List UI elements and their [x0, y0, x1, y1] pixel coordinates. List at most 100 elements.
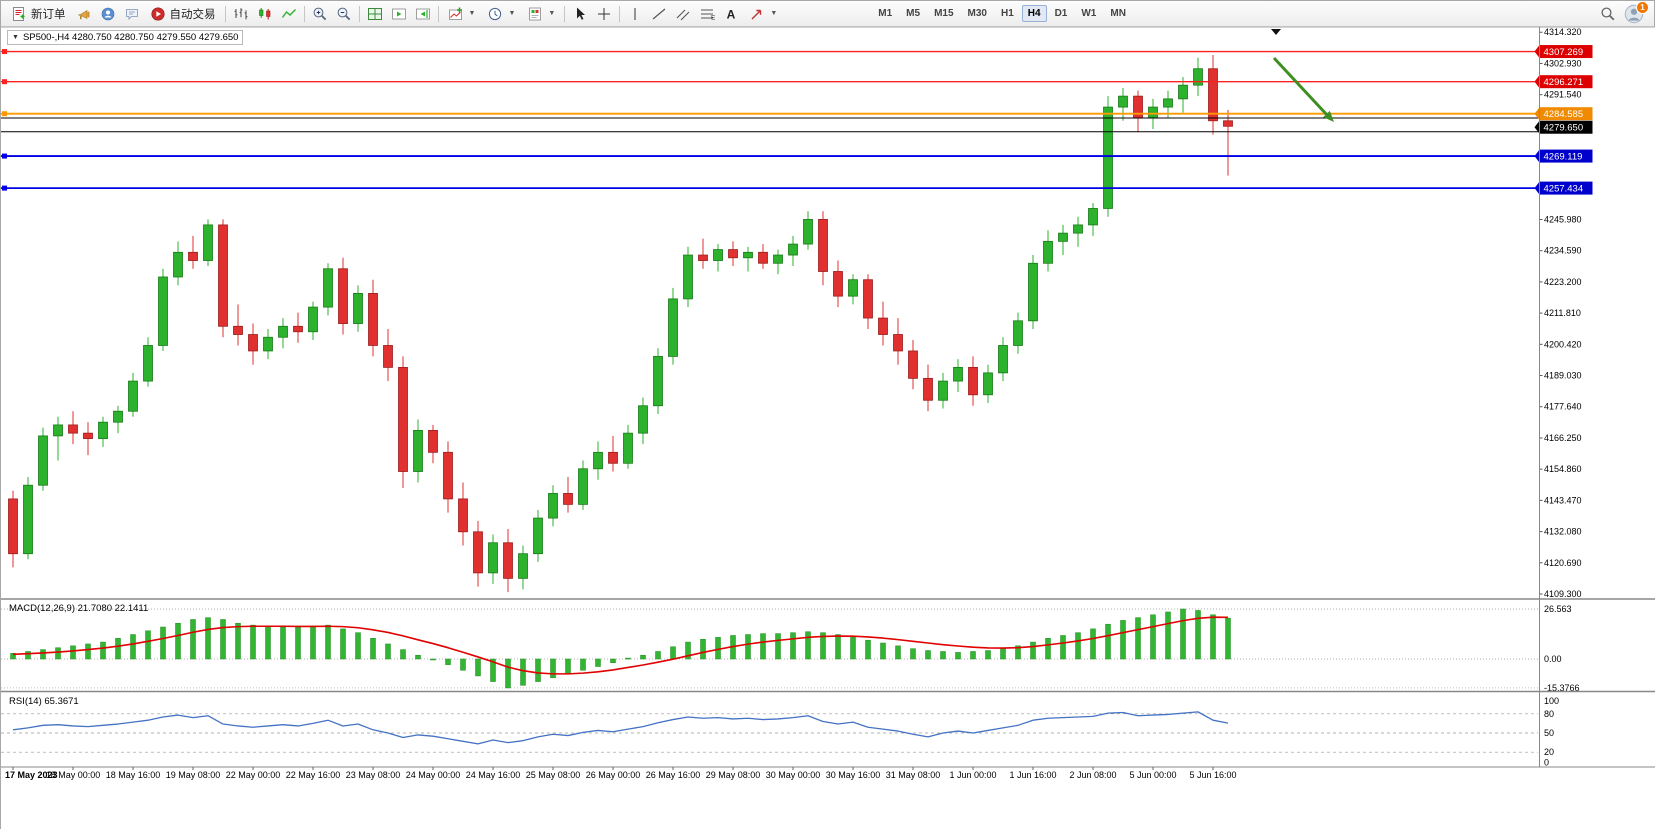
- svg-text:4314.320: 4314.320: [1544, 27, 1582, 37]
- search-icon[interactable]: [1600, 6, 1616, 22]
- toolbar-separator: [619, 6, 620, 22]
- svg-text:4109.300: 4109.300: [1544, 589, 1582, 599]
- timeframe-M5[interactable]: M5: [900, 5, 926, 22]
- bar-chart-icon: [233, 6, 249, 22]
- svg-text:4120.690: 4120.690: [1544, 558, 1582, 568]
- line-chart-button[interactable]: [277, 3, 301, 25]
- svg-text:100: 100: [1544, 696, 1559, 706]
- text-tool-icon: A: [723, 6, 739, 22]
- line-anchor-icon[interactable]: [2, 79, 7, 84]
- autotrading-label: 自动交易: [170, 6, 216, 22]
- channel-icon: [675, 6, 691, 22]
- svg-text:4245.980: 4245.980: [1544, 214, 1582, 224]
- svg-text:19 May 08:00: 19 May 08:00: [166, 770, 221, 780]
- autotrading-button[interactable]: 自动交易: [144, 2, 222, 26]
- zoom-in-button[interactable]: [308, 3, 332, 25]
- cursor-button[interactable]: [568, 3, 592, 25]
- announcement-button[interactable]: [72, 3, 96, 25]
- svg-text:26 May 00:00: 26 May 00:00: [586, 770, 641, 780]
- svg-text:29 May 08:00: 29 May 08:00: [706, 770, 761, 780]
- chart-plot-area[interactable]: [1, 27, 1538, 599]
- fibonacci-button[interactable]: E: [695, 3, 719, 25]
- timeframe-D1[interactable]: D1: [1049, 5, 1074, 22]
- svg-text:1 Jun 00:00: 1 Jun 00:00: [949, 770, 996, 780]
- collapse-icon: ▼: [12, 31, 19, 44]
- svg-text:4257.434: 4257.434: [1544, 183, 1584, 194]
- chart-shift-icon: [415, 6, 431, 22]
- svg-text:31 May 08:00: 31 May 08:00: [886, 770, 941, 780]
- account-avatar[interactable]: 1: [1624, 4, 1644, 24]
- vertical-line-icon: [627, 6, 643, 22]
- svg-text:4284.585: 4284.585: [1544, 109, 1584, 120]
- chart-shift-button[interactable]: [411, 3, 435, 25]
- svg-text:0.00: 0.00: [1544, 654, 1562, 664]
- line-anchor-icon[interactable]: [2, 186, 7, 191]
- svg-text:5 Jun 16:00: 5 Jun 16:00: [1189, 770, 1236, 780]
- toolbar-separator: [564, 6, 565, 22]
- chart-title-box[interactable]: ▼ SP500-,H4 4280.750 4280.750 4279.550 4…: [7, 30, 243, 45]
- cursor-icon: [572, 6, 588, 22]
- timeframe-W1[interactable]: W1: [1075, 5, 1102, 22]
- price-badge: 4257.434: [1535, 182, 1593, 195]
- svg-text:2 Jun 08:00: 2 Jun 08:00: [1069, 770, 1116, 780]
- line-anchor-icon[interactable]: [2, 111, 7, 116]
- dropdown-caret-icon: ▼: [770, 10, 777, 17]
- svg-text:4143.470: 4143.470: [1544, 495, 1582, 505]
- line-anchor-icon[interactable]: [2, 154, 7, 159]
- timeframe-MN[interactable]: MN: [1104, 5, 1132, 22]
- zoom-in-icon: [312, 6, 328, 22]
- fibonacci-icon: E: [699, 6, 715, 22]
- support-button[interactable]: [96, 3, 120, 25]
- arrows-button[interactable]: ▼: [743, 2, 783, 26]
- svg-text:18 May 00:00: 18 May 00:00: [46, 770, 101, 780]
- autotrading-icon: [150, 6, 166, 22]
- chart-title: SP500-,H4 4280.750 4280.750 4279.550 427…: [23, 31, 239, 44]
- trendline-button[interactable]: [647, 3, 671, 25]
- svg-text:4234.590: 4234.590: [1544, 246, 1582, 256]
- chart-canvas[interactable]: 4314.3204302.9304291.5404280.1504268.760…: [1, 25, 1655, 830]
- svg-text:22 May 16:00: 22 May 16:00: [286, 770, 341, 780]
- timeframe-M1[interactable]: M1: [872, 5, 898, 22]
- indicators-button[interactable]: ▼: [442, 2, 482, 26]
- svg-text:4302.930: 4302.930: [1544, 58, 1582, 68]
- svg-text:24 May 00:00: 24 May 00:00: [406, 770, 461, 780]
- svg-text:18 May 16:00: 18 May 16:00: [106, 770, 161, 780]
- line-chart-icon: [281, 6, 297, 22]
- timeframe-M15[interactable]: M15: [928, 5, 959, 22]
- svg-text:4269.119: 4269.119: [1544, 151, 1583, 162]
- text-tool-button[interactable]: A: [719, 3, 743, 25]
- svg-text:80: 80: [1544, 709, 1554, 719]
- auto-scroll-button[interactable]: [387, 3, 411, 25]
- tile-windows-button[interactable]: [363, 3, 387, 25]
- candle-chart-button[interactable]: [253, 3, 277, 25]
- timeframe-H4[interactable]: H4: [1022, 5, 1047, 22]
- price-badge: 4269.119: [1535, 150, 1593, 163]
- svg-text:E: E: [711, 14, 715, 21]
- rsi-label: RSI(14) 65.3671: [9, 696, 79, 707]
- timeframe-M30[interactable]: M30: [962, 5, 993, 22]
- clock-icon: [487, 6, 503, 22]
- zoom-out-button[interactable]: [332, 3, 356, 25]
- svg-text:24 May 16:00: 24 May 16:00: [466, 770, 521, 780]
- chat-button[interactable]: [120, 3, 144, 25]
- vertical-line-button[interactable]: [623, 3, 647, 25]
- channel-button[interactable]: [671, 3, 695, 25]
- svg-text:4211.810: 4211.810: [1544, 308, 1581, 318]
- timeframe-H1[interactable]: H1: [995, 5, 1020, 22]
- arrows-icon: [749, 6, 765, 22]
- svg-text:4154.860: 4154.860: [1544, 464, 1582, 474]
- bar-chart-button[interactable]: [229, 3, 253, 25]
- svg-text:0: 0: [1544, 758, 1549, 768]
- trendline-icon: [651, 6, 667, 22]
- new-order-button[interactable]: 新订单: [5, 2, 72, 26]
- crosshair-button[interactable]: [592, 3, 616, 25]
- periods-button[interactable]: ▼: [481, 2, 521, 26]
- chat-icon: [124, 6, 140, 22]
- templates-icon: [527, 6, 543, 22]
- crosshair-icon: [596, 6, 612, 22]
- templates-button[interactable]: ▼: [521, 2, 561, 26]
- svg-text:20: 20: [1544, 747, 1554, 757]
- line-anchor-icon[interactable]: [2, 49, 7, 54]
- svg-text:4307.269: 4307.269: [1544, 47, 1584, 58]
